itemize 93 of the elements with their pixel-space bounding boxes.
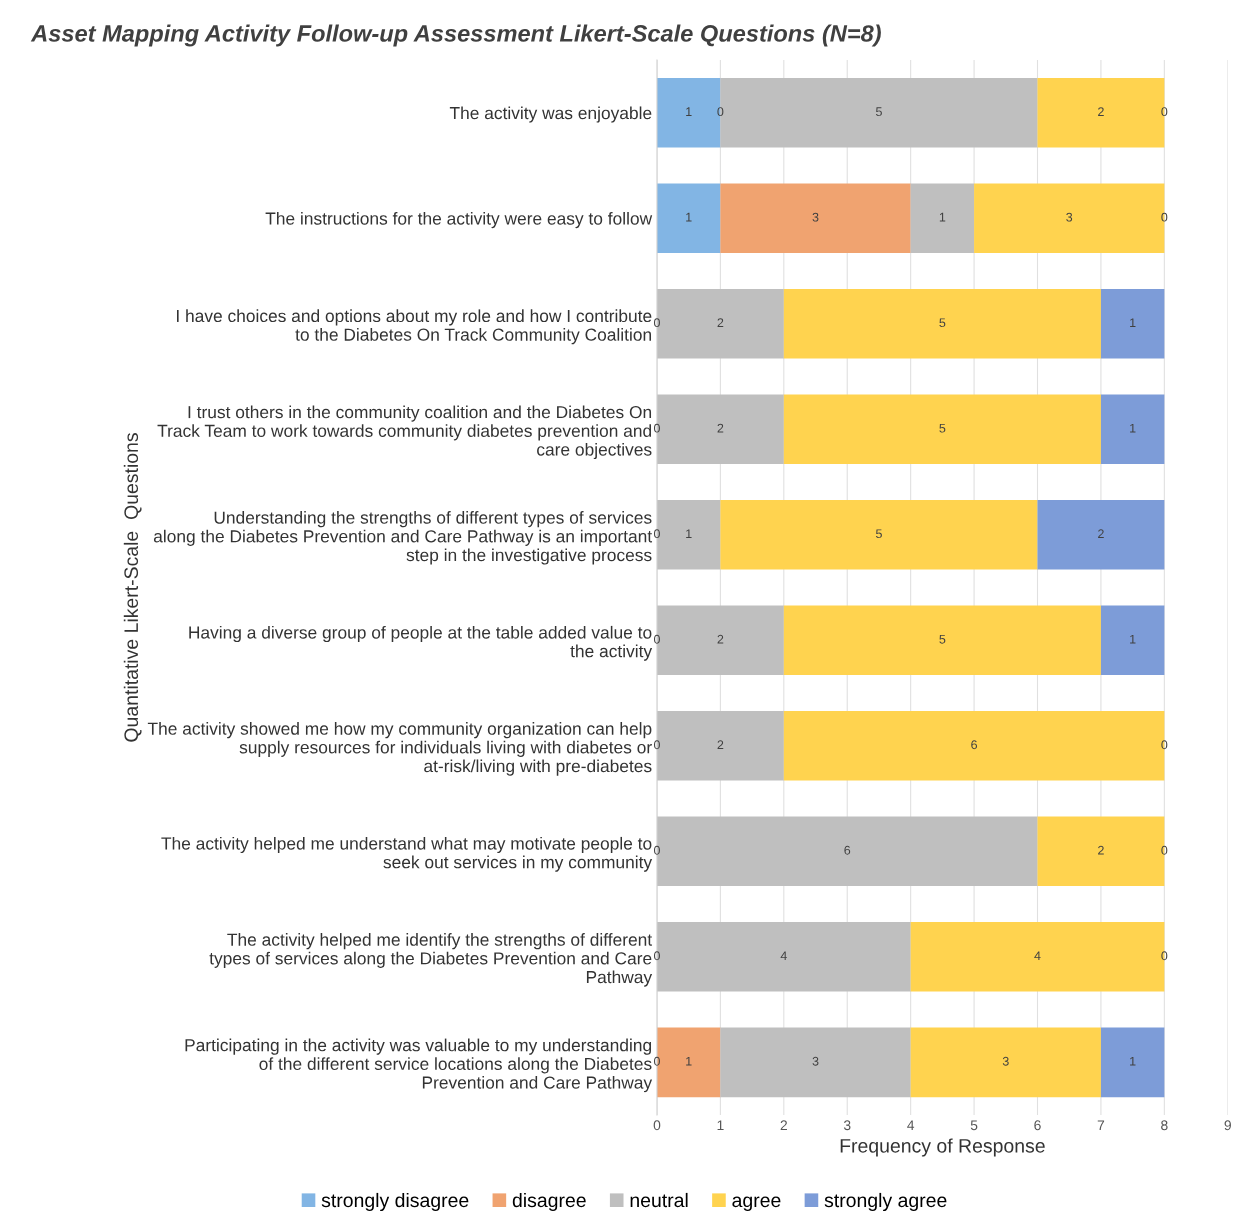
data-label: 5 [939, 318, 946, 328]
bar [656, 816, 1038, 887]
y-axis-title: Quantitative Likert-Scale Questions [123, 433, 142, 742]
data-label: 2 [717, 423, 724, 433]
x-tick-label: 5 [970, 1120, 978, 1131]
bar [910, 1027, 1101, 1098]
data-label: 1 [1130, 1056, 1136, 1066]
data-label: 4 [780, 951, 787, 961]
y-tick-label: Understanding the strengths of different types of services along the Diabetes Prevention and Care Pathway is an important step in the investigative process [153, 511, 653, 565]
bar [1037, 499, 1165, 570]
data-label: 1 [939, 212, 946, 222]
data-label: 2 [717, 740, 724, 750]
data-label: 3 [1066, 212, 1073, 222]
legend-label: strongly agree [824, 1192, 947, 1212]
bar [656, 499, 721, 570]
bar [656, 605, 784, 676]
data-label: 5 [875, 107, 882, 117]
data-label: 2 [717, 634, 724, 644]
bar [1100, 605, 1165, 676]
x-tick-label: 7 [1097, 1120, 1105, 1130]
x-tick-label: 2 [780, 1120, 787, 1130]
annotation: 0 [653, 740, 660, 750]
annotation: 0 [653, 318, 660, 328]
data-label: 1 [686, 107, 692, 116]
data-label: 5 [939, 634, 946, 644]
bar [783, 605, 1101, 676]
bar [656, 710, 784, 781]
data-label: 2 [1098, 529, 1104, 538]
y-tick-label: I have choices and options about my role and how I contribute to the Diabetes On Track Community Coalition [176, 309, 652, 345]
bar [720, 183, 911, 254]
annotation: 0 [1161, 845, 1168, 855]
data-label: 5 [939, 423, 946, 433]
bar [910, 183, 975, 254]
y-tick-label: Having a diverse group of people at the table added value to the activity [189, 625, 653, 661]
x-tick-label: 8 [1161, 1120, 1168, 1131]
y-tick-label: I trust others in the community coalition and the Diabetes On Track Team to work towards community diabetes prevention and care objectives [157, 405, 652, 460]
legend-label: neutral [630, 1192, 688, 1208]
bar [656, 1027, 721, 1098]
y-tick-label: Participating in the activity was valuable to my understanding of the different service locations along the Diabetes Prevention and Care Pathway [185, 1038, 653, 1093]
data-label: 1 [1130, 634, 1136, 644]
annotation: 0 [653, 845, 660, 855]
annotation: 0 [1161, 107, 1168, 117]
data-label: 2 [1098, 845, 1104, 855]
annotation: 0 [653, 1056, 660, 1066]
y-tick-label: The activity showed me how my community organization can help supply resources for individuals living with diabetes or at-risk/living with pre-diabetes [147, 722, 652, 776]
y-tick-label: The activity helped me understand what may motivate people to seek out services in my community [161, 836, 653, 872]
data-label: 1 [686, 212, 692, 222]
bar [783, 288, 1101, 359]
data-label: 1 [1130, 318, 1136, 327]
data-label: 6 [844, 845, 851, 855]
x-tick-label: 3 [843, 1120, 851, 1131]
annotation: 0 [653, 423, 660, 433]
data-label: 2 [717, 318, 724, 327]
bar [656, 921, 911, 992]
legend-label: disagree [512, 1192, 586, 1212]
bar [1100, 1027, 1165, 1098]
annotation: 0 [1161, 951, 1168, 961]
data-label: 2 [1098, 107, 1104, 116]
annotation: 0 [1161, 740, 1168, 750]
x-tick-label: 0 [653, 1120, 661, 1131]
y-tick-label: The activity helped me identify the strengths of different types of services along the Diabetes Prevention and Care Pathway [209, 933, 653, 987]
x-tick-label: 6 [1034, 1120, 1041, 1131]
y-tick-label: The instructions for the activity were easy to follow [265, 211, 653, 229]
bar [656, 183, 721, 254]
bar [783, 394, 1101, 465]
bar [720, 499, 1038, 570]
data-label: 3 [812, 212, 819, 222]
data-label: 3 [812, 1056, 819, 1066]
x-axis-title: Frequency of Response [840, 1138, 1045, 1157]
bar [720, 1027, 911, 1098]
annotation: 0 [653, 634, 660, 644]
bar [656, 288, 784, 359]
data-label: 4 [1034, 951, 1041, 961]
data-label: 1 [1130, 423, 1136, 433]
data-label: 3 [1002, 1056, 1009, 1066]
bar [1100, 394, 1165, 465]
data-label: 1 [686, 1056, 692, 1066]
data-label: 5 [875, 529, 882, 539]
legend-label: agree [732, 1196, 781, 1212]
x-tick-label: 1 [717, 1120, 724, 1130]
annotation: 0 [1161, 212, 1168, 222]
legend-label: strongly disagree [321, 1192, 469, 1212]
data-label: 6 [971, 740, 978, 750]
annotation: 0 [653, 529, 660, 539]
data-label: 1 [686, 529, 692, 538]
bar [1100, 288, 1165, 359]
x-tick-label: 9 [1224, 1120, 1231, 1131]
y-tick-label: The activity was enjoyable [449, 106, 652, 123]
x-tick-label: 4 [907, 1120, 915, 1130]
text: Asset Mapping Activity Follow-up Assessment Likert-Scale Questions (N=8) [30, 24, 881, 47]
annotation: 0 [653, 951, 660, 961]
bar [656, 394, 784, 465]
annotation: 0 [717, 107, 724, 117]
